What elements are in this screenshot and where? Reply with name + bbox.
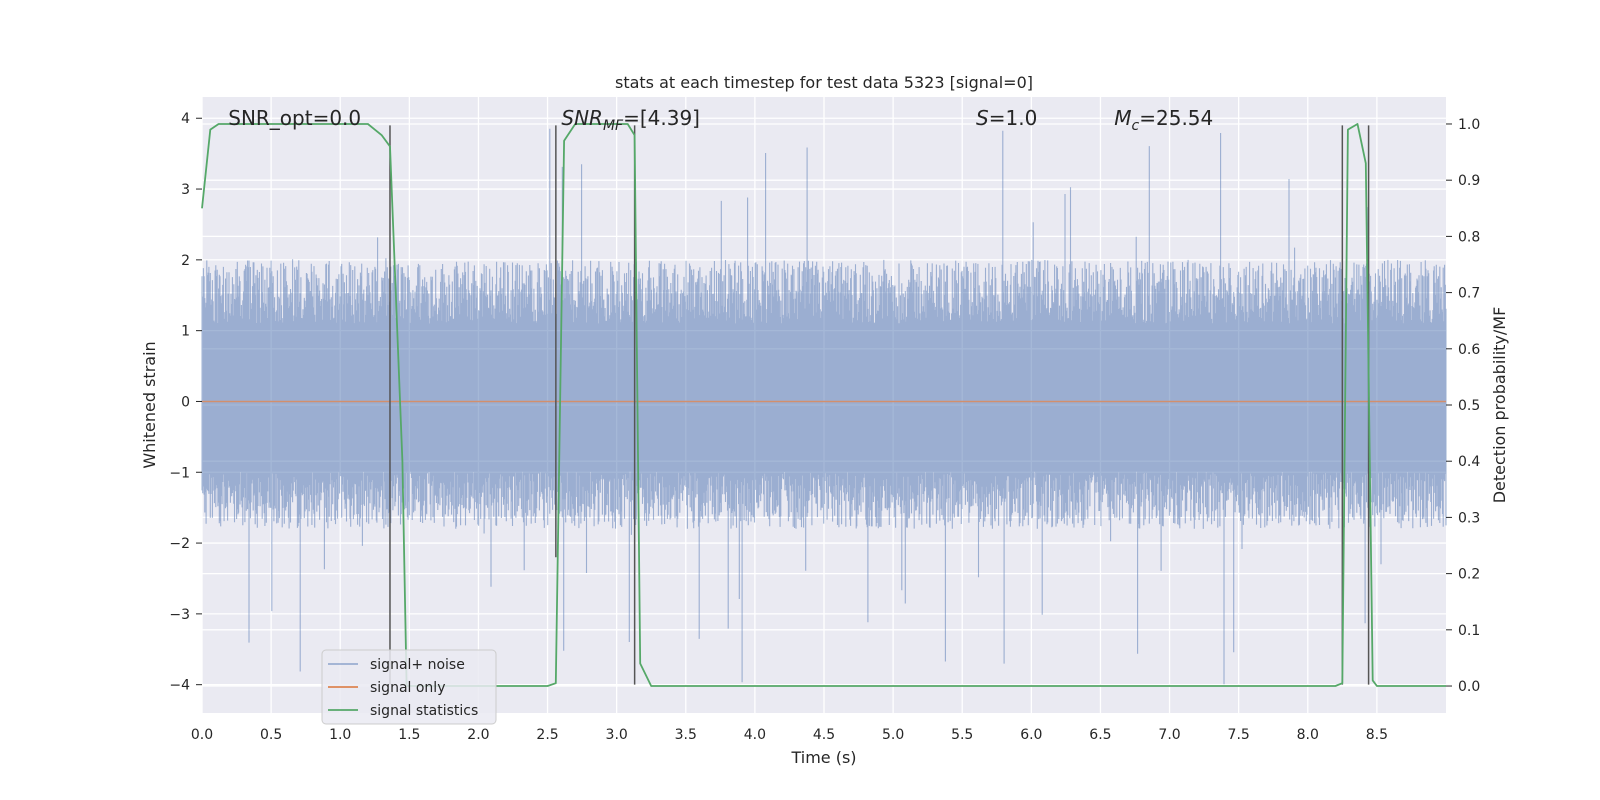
y-right-tick-label: 0.7 — [1458, 286, 1480, 302]
y-right-tick-label: 0.5 — [1458, 398, 1480, 414]
x-tick-label: 2.5 — [536, 727, 558, 743]
x-axis: 0.0 0.5 1.0 1.5 2.0 2.5 3.0 3.5 4.0 4.5 5.0 5.5 6.0 6… — [191, 727, 1388, 743]
annotation-text: SNR_opt=0.0 — [228, 106, 361, 130]
series-line-signal-statistics — [201, 123, 1446, 687]
x-tick-label: 1.0 — [329, 727, 351, 743]
legend: signal+ noise signal only signal statistic… — [321, 649, 497, 725]
x-tick-label: 6.0 — [1020, 727, 1042, 743]
y-tick-label: −4 — [169, 678, 190, 694]
legend-box — [321, 649, 497, 725]
y-right-tick-label: 0.6 — [1458, 342, 1480, 358]
chart-title: stats at each timestep for test data 532… — [615, 73, 1033, 92]
annotation-text: SNRMF=[4.39] — [561, 106, 700, 134]
series-signal-statistics — [201, 123, 1446, 687]
x-tick-label: 4.5 — [813, 727, 835, 743]
legend-label: signal+ noise — [370, 657, 465, 673]
y-tick-label: 3 — [181, 182, 190, 198]
y-tick-label: 4 — [181, 111, 190, 127]
x-tick-label: 5.0 — [882, 727, 904, 743]
y-right-tick-label: 1.0 — [1458, 117, 1480, 133]
y-tick-label: 1 — [181, 324, 190, 340]
y-tick-label: 0 — [181, 394, 190, 410]
x-tick-label: 3.5 — [675, 727, 697, 743]
y-right-tick-label: 0.4 — [1458, 454, 1480, 470]
x-tick-label: 8.0 — [1297, 727, 1319, 743]
annotations: SNR_opt=0.0 SNRMF=[4.39] S=1.0 Mc=25.54 — [228, 106, 1213, 134]
y-right-tick-label: 0.8 — [1458, 229, 1480, 245]
legend-label: signal only — [370, 680, 445, 696]
x-tick-label: 4.0 — [744, 727, 766, 743]
y-right-tick-label: 0.3 — [1458, 510, 1480, 526]
y-axis-right: 0.0 0.1 0.2 0.3 0.4 0.5 0.6 0.7 0.8 0.9 1.0 — [1446, 117, 1480, 695]
x-tick-label: 1.5 — [398, 727, 420, 743]
y-tick-label: −1 — [169, 465, 190, 481]
y-tick-label: −3 — [169, 607, 190, 623]
y-tick-label: −2 — [169, 536, 190, 552]
x-tick-label: 6.5 — [1089, 727, 1111, 743]
x-tick-label: 5.5 — [951, 727, 973, 743]
y-right-tick-label: 0.9 — [1458, 173, 1480, 189]
y-right-tick-label: 0.0 — [1458, 679, 1480, 695]
x-tick-label: 3.0 — [606, 727, 628, 743]
x-axis-label: Time (s) — [790, 748, 856, 767]
x-tick-label: 7.5 — [1228, 727, 1250, 743]
y-axis-label: Whitened strain — [140, 341, 159, 468]
annotation-text: Mc=25.54 — [1114, 106, 1213, 134]
legend-label: signal statistics — [370, 703, 478, 719]
annotation-text: S=1.0 — [976, 106, 1037, 130]
y-right-tick-label: 0.1 — [1458, 623, 1480, 639]
y-axis-right-label: Detection probability/MF — [1490, 307, 1509, 504]
y-right-tick-label: 0.2 — [1458, 567, 1480, 583]
x-tick-label: 7.0 — [1158, 727, 1180, 743]
x-tick-label: 8.5 — [1366, 727, 1388, 743]
plot-contents — [201, 123, 1447, 687]
x-tick-label: 2.0 — [467, 727, 489, 743]
y-axis-left: −4 −3 −2 −1 0 1 2 3 4 — [169, 111, 202, 694]
y-tick-label: 2 — [181, 253, 190, 269]
x-tick-label: 0.0 — [191, 727, 213, 743]
x-tick-label: 0.5 — [260, 727, 282, 743]
